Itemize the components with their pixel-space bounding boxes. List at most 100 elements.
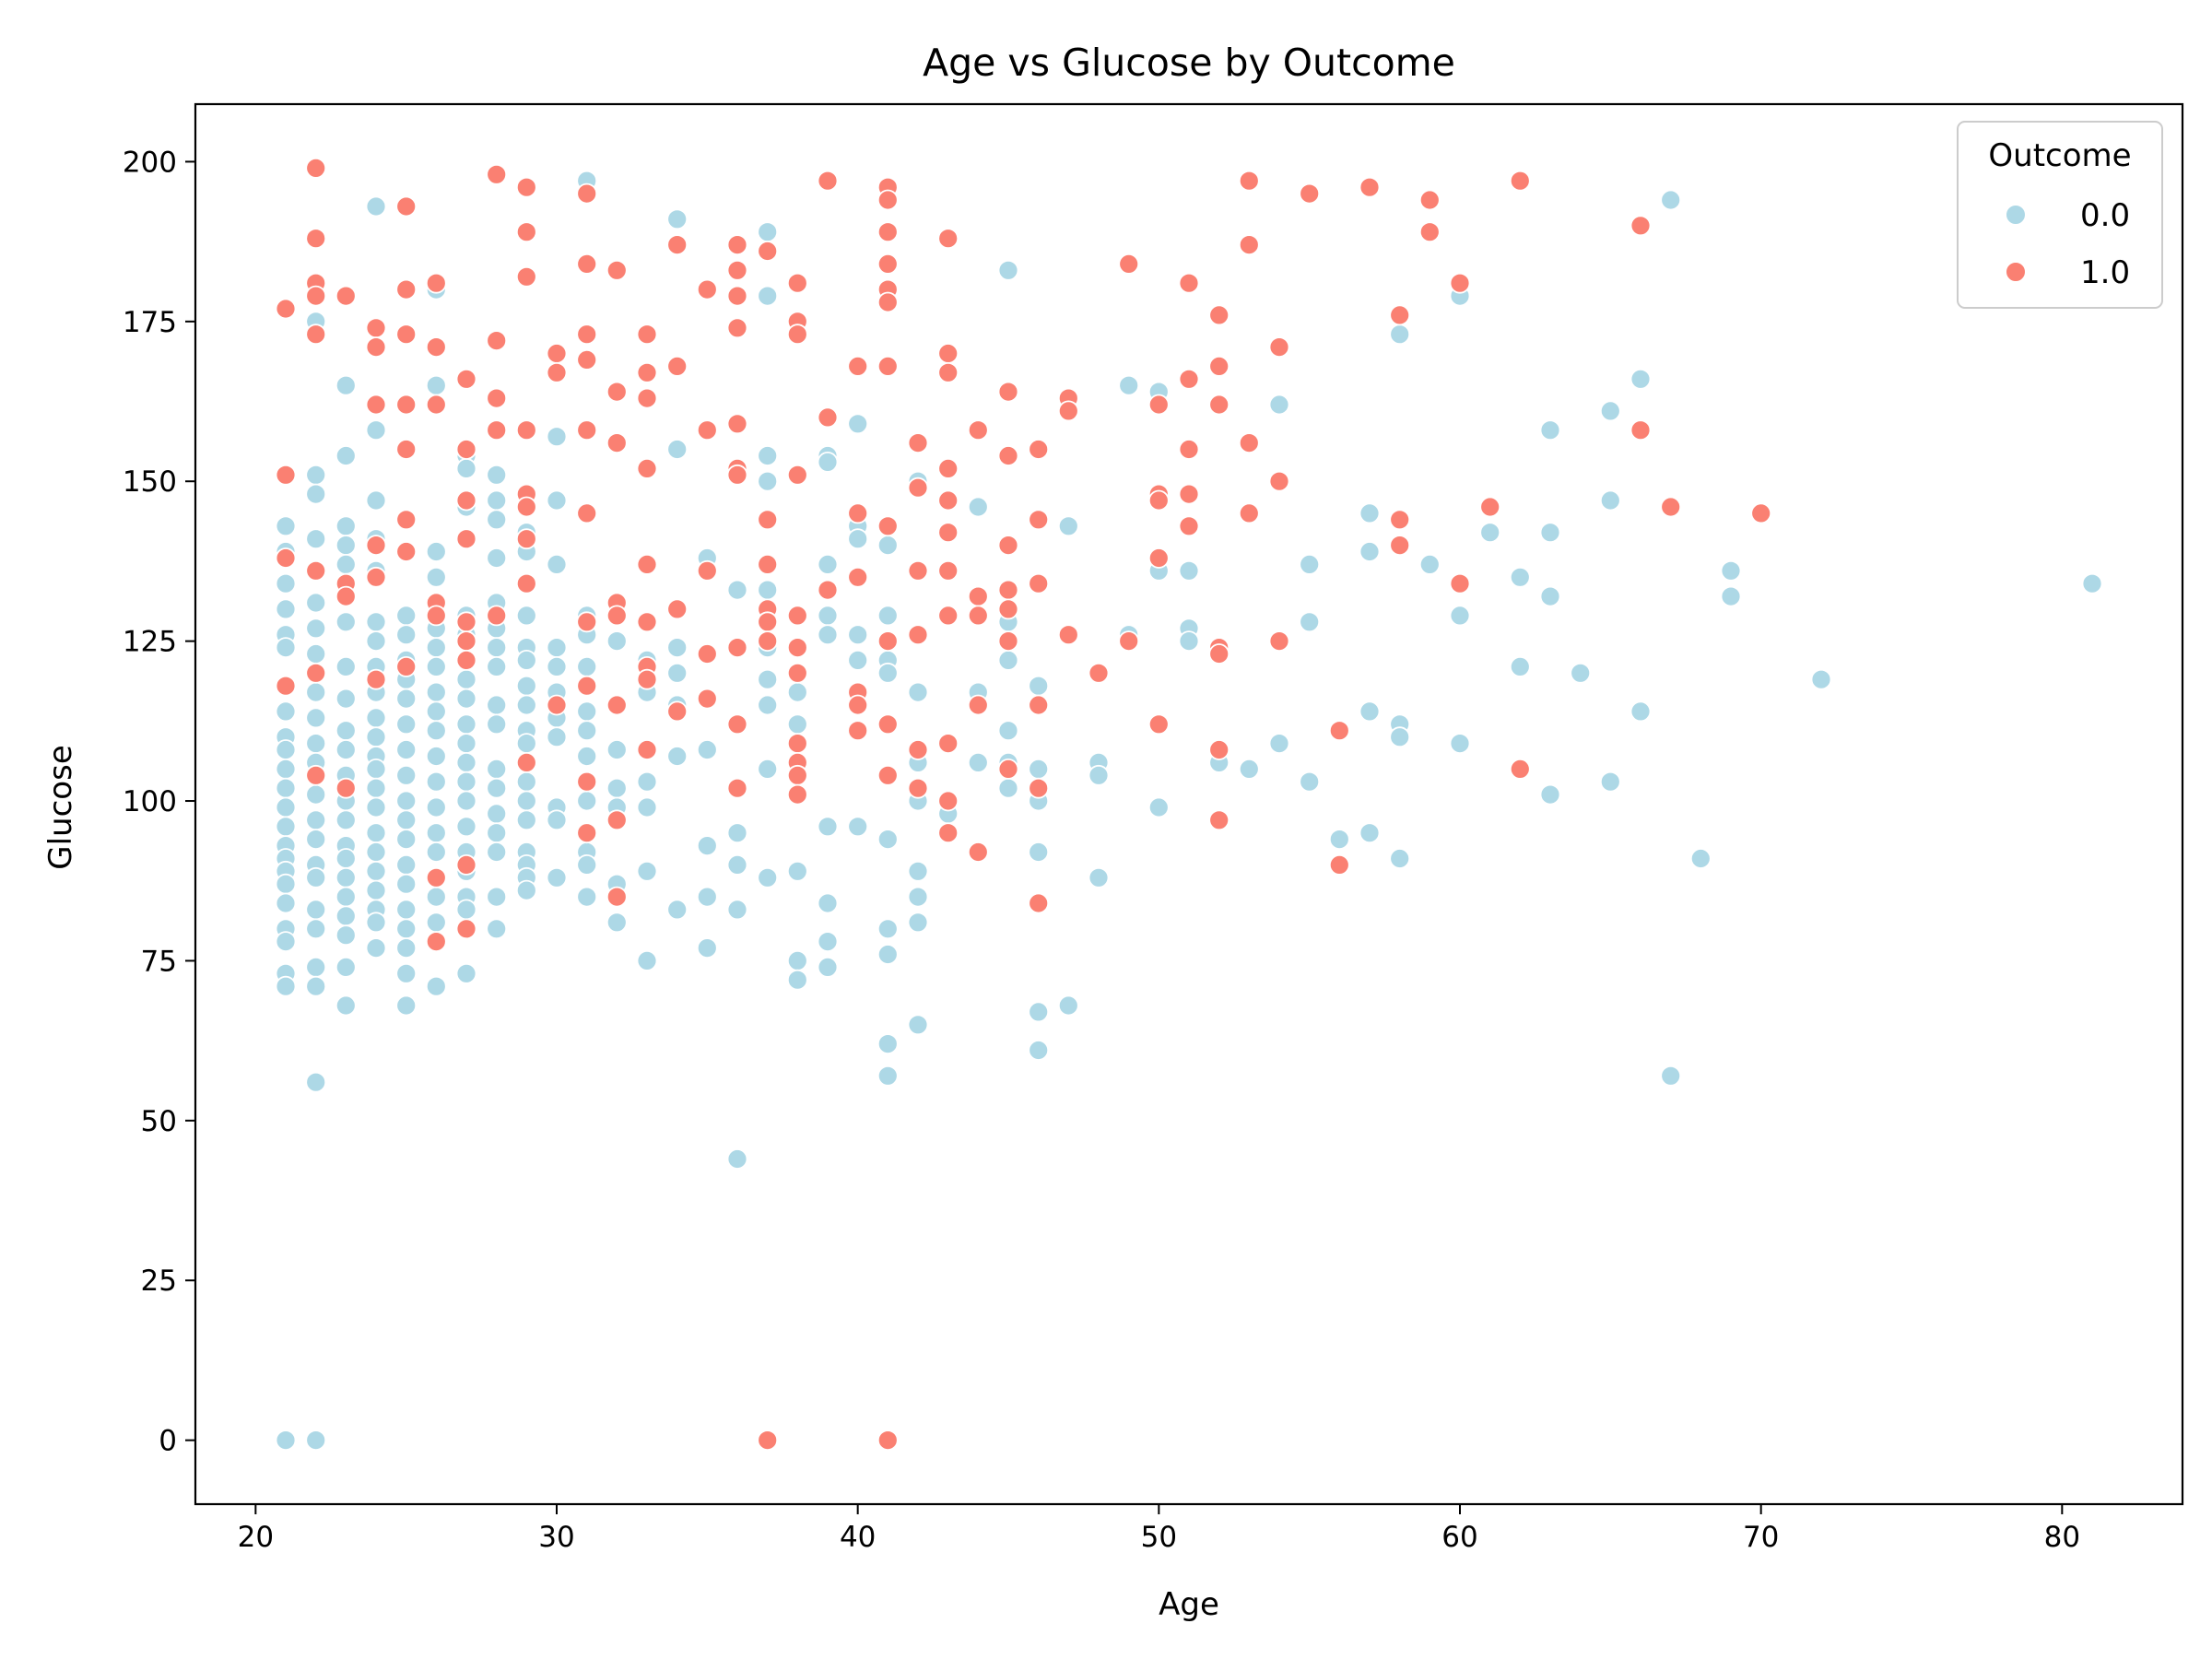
data-point-series-1-215 <box>1328 854 1350 876</box>
data-point-series-1-103 <box>726 413 748 435</box>
data-point-series-1-209 <box>1238 502 1260 524</box>
data-point-series-0-201 <box>576 886 598 908</box>
data-point-series-0-174 <box>515 790 537 812</box>
axes: 20 30 40 50 60 70 80 0 25 50 75 100 125 150 175 200 <box>123 102 2184 1554</box>
data-point-series-1-65 <box>576 324 598 346</box>
data-point-series-0-80 <box>365 759 387 780</box>
data-point-series-0-145 <box>455 899 477 921</box>
data-point-series-0-115 <box>425 681 447 703</box>
data-point-series-0-82 <box>365 796 387 818</box>
data-point-series-0-260 <box>847 528 869 550</box>
data-point-series-1-213 <box>1299 182 1321 205</box>
data-point-series-1-187 <box>1118 253 1140 275</box>
data-point-series-1-115 <box>757 1430 779 1451</box>
data-point-series-1-43 <box>455 650 477 671</box>
data-point-series-0-28 <box>305 592 327 614</box>
data-point-series-1-100 <box>726 259 748 281</box>
data-point-series-1-149 <box>907 477 929 499</box>
data-point-series-1-205 <box>1208 809 1230 831</box>
data-point-series-0-277 <box>907 860 929 882</box>
data-point-series-0-346 <box>1720 559 1742 582</box>
data-point-series-1-184 <box>1057 400 1079 422</box>
data-point-series-1-217 <box>1389 304 1411 326</box>
data-point-series-1-131 <box>847 502 869 524</box>
x-tick-label: 50 <box>1141 1521 1177 1554</box>
data-point-series-0-125 <box>425 912 447 934</box>
data-point-series-0-111 <box>425 566 447 588</box>
data-point-series-1-4 <box>305 157 327 179</box>
data-point-series-1-0 <box>275 298 297 320</box>
data-point-series-0-110 <box>425 541 447 562</box>
data-point-series-0-194 <box>576 656 598 677</box>
data-point-series-0-135 <box>455 688 477 710</box>
data-point-series-0-13 <box>275 816 297 838</box>
data-point-series-1-59 <box>515 752 537 773</box>
data-point-series-0-330 <box>1479 522 1501 544</box>
data-point-series-0-195 <box>576 700 598 723</box>
data-point-series-0-298 <box>1057 994 1079 1017</box>
data-point-series-0-56 <box>335 739 357 760</box>
data-point-series-0-268 <box>877 829 899 850</box>
data-point-series-0-78 <box>365 726 387 748</box>
data-point-series-1-208 <box>1238 432 1260 454</box>
data-point-series-1-157 <box>937 457 959 479</box>
data-point-series-0-149 <box>486 509 508 531</box>
data-point-series-1-25 <box>395 394 418 416</box>
data-point-series-0-40 <box>305 899 327 921</box>
data-point-series-1-196 <box>1178 439 1200 460</box>
data-point-series-1-22 <box>395 195 418 218</box>
data-point-series-0-244 <box>786 713 808 735</box>
data-point-series-0-52 <box>335 611 357 633</box>
data-point-series-1-68 <box>576 502 598 524</box>
data-point-series-0-98 <box>395 790 418 812</box>
data-point-series-1-154 <box>937 228 959 250</box>
legend-title: Outcome <box>1988 137 2131 174</box>
data-point-series-1-177 <box>1028 439 1050 460</box>
data-point-series-0-349 <box>2081 572 2103 594</box>
data-point-series-1-188 <box>1118 630 1140 652</box>
data-point-series-1-16 <box>365 317 387 339</box>
data-point-series-0-77 <box>365 707 387 729</box>
data-point-series-0-51 <box>335 554 357 575</box>
data-point-series-1-210 <box>1268 336 1290 359</box>
data-point-series-1-41 <box>455 611 477 633</box>
data-point-series-1-44 <box>455 854 477 876</box>
data-point-series-0-336 <box>1539 783 1561 806</box>
data-point-series-0-339 <box>1599 489 1621 512</box>
data-point-series-0-47 <box>335 374 357 396</box>
data-point-series-0-238 <box>757 668 779 690</box>
data-point-series-0-340 <box>1599 771 1621 793</box>
data-point-series-0-341 <box>1630 368 1652 390</box>
data-point-series-0-69 <box>365 419 387 441</box>
data-point-series-0-307 <box>1178 559 1200 582</box>
data-point-series-1-113 <box>757 611 779 633</box>
data-point-series-0-107 <box>395 994 418 1017</box>
data-point-series-1-95 <box>696 419 718 441</box>
x-tick-label: 30 <box>538 1521 574 1554</box>
data-point-series-0-225 <box>696 886 718 908</box>
data-point-series-0-255 <box>817 892 839 914</box>
data-point-series-1-60 <box>546 343 568 364</box>
x-tick-label: 80 <box>2044 1521 2080 1554</box>
data-point-series-0-240 <box>757 759 779 780</box>
data-point-series-0-116 <box>425 700 447 723</box>
data-point-series-0-246 <box>786 860 808 882</box>
data-point-series-1-226 <box>1509 759 1531 780</box>
data-point-series-1-223 <box>1449 572 1471 594</box>
data-point-series-1-156 <box>937 361 959 383</box>
data-point-series-1-101 <box>726 285 748 307</box>
data-point-series-0-314 <box>1299 554 1321 575</box>
data-point-series-1-99 <box>726 234 748 256</box>
data-point-series-0-296 <box>1028 1040 1050 1061</box>
data-point-series-1-126 <box>786 783 808 806</box>
data-point-series-1-173 <box>997 579 1019 601</box>
data-point-series-1-73 <box>606 259 628 281</box>
data-point-series-0-22 <box>275 975 297 997</box>
data-point-series-1-120 <box>786 605 808 627</box>
data-point-series-0-239 <box>757 694 779 716</box>
data-point-series-0-295 <box>1028 1001 1050 1023</box>
data-point-series-0-282 <box>967 496 989 518</box>
data-point-series-0-100 <box>395 829 418 850</box>
data-point-series-1-54 <box>515 419 537 441</box>
